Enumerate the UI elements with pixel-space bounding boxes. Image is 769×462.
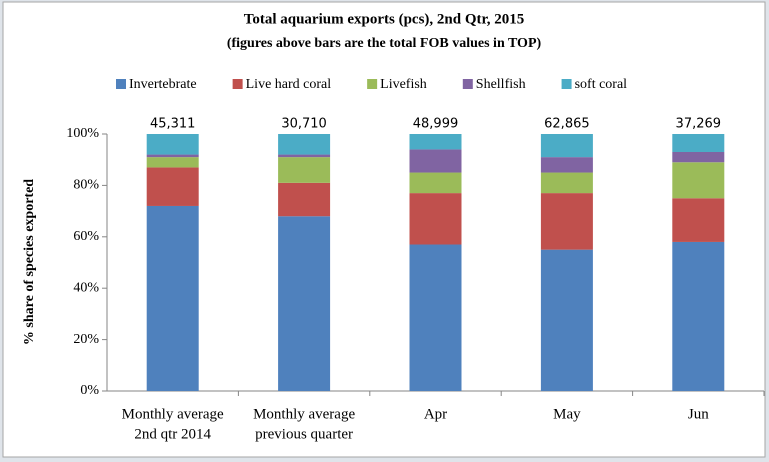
x-tick-label: May xyxy=(553,406,581,422)
bar-segment xyxy=(540,172,593,194)
bar-segment xyxy=(146,134,199,155)
bar-segment xyxy=(540,193,593,250)
bar-segment xyxy=(672,241,725,391)
bar-segment xyxy=(409,193,462,245)
legend-swatch xyxy=(462,79,473,89)
x-tick-label: Monthly average xyxy=(122,406,224,422)
total-label: 45,311 xyxy=(150,117,196,132)
bar-segment xyxy=(278,182,331,217)
x-tick-label: previous quarter xyxy=(255,426,353,442)
bar-segment xyxy=(278,216,331,391)
bar-segment xyxy=(540,134,593,158)
legend-swatch xyxy=(116,79,126,89)
bar-segment xyxy=(409,244,462,391)
y-tick-label: 0% xyxy=(80,383,99,398)
bar-segment xyxy=(672,162,725,199)
x-tick-label: Monthly average xyxy=(253,406,355,422)
total-label: 37,269 xyxy=(676,117,722,132)
legend-label: Livefish xyxy=(380,77,427,92)
y-tick-label: 20% xyxy=(73,332,99,347)
bar-segment xyxy=(278,134,331,155)
y-tick-label: 60% xyxy=(73,229,99,244)
x-tick-label: 2nd qtr 2014 xyxy=(134,426,211,442)
bar-segment xyxy=(672,151,725,163)
y-tick-label: 80% xyxy=(73,178,99,193)
legend-swatch xyxy=(232,79,243,89)
total-label: 30,710 xyxy=(281,117,327,132)
total-label: 48,999 xyxy=(413,117,459,132)
bar-segment xyxy=(278,154,331,158)
y-tick-label: 100% xyxy=(66,126,99,141)
legend-swatch xyxy=(561,79,572,89)
bar-segment xyxy=(409,134,462,150)
bar-segment xyxy=(146,205,199,391)
bar-segment xyxy=(409,149,462,173)
y-tick-label: 40% xyxy=(73,280,99,295)
y-axis-label: % share of species exported xyxy=(22,179,37,345)
legend-label: Invertebrate xyxy=(129,77,197,92)
legend-label: Live hard coral xyxy=(246,77,332,92)
legend-swatch xyxy=(367,79,378,89)
bar-segment xyxy=(672,134,725,152)
total-label: 62,865 xyxy=(544,117,590,132)
chart-title: Total aquarium exports (pcs), 2nd Qtr, 2… xyxy=(244,11,525,27)
bar-segment xyxy=(278,157,331,183)
bar-segment xyxy=(672,198,725,242)
legend-label: soft coral xyxy=(575,77,628,92)
bar-segment xyxy=(409,172,462,194)
chart-subtitle: (figures above bars are the total FOB va… xyxy=(227,36,542,51)
x-tick-label: Jun xyxy=(688,406,709,422)
bar-segment xyxy=(146,167,199,206)
x-tick-label: Apr xyxy=(424,406,447,422)
bar-segment xyxy=(146,154,199,158)
bar-segment xyxy=(540,157,593,173)
bar-segment xyxy=(540,249,593,391)
legend-label: Shellfish xyxy=(476,77,526,92)
bar-segment xyxy=(146,157,199,168)
